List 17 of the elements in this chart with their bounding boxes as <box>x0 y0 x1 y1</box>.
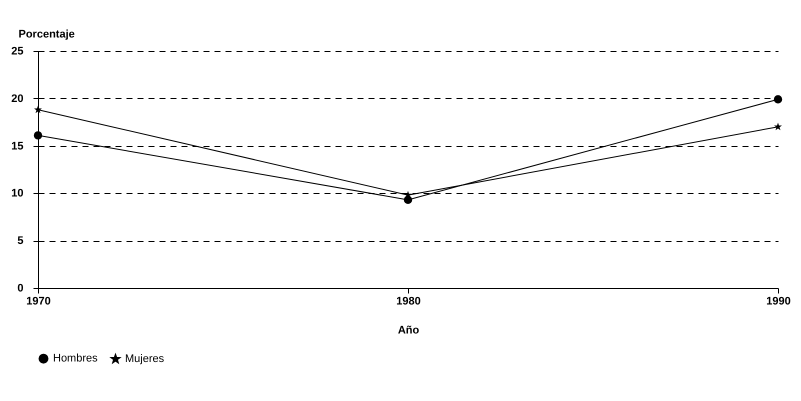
point <box>774 95 782 104</box>
x-axis-title: Año <box>398 324 420 336</box>
y-axis-title: Porcentaje <box>18 28 75 40</box>
y-tick-label: 10 <box>11 188 24 200</box>
point <box>774 122 782 130</box>
legend-label: Mujeres <box>125 353 165 366</box>
legend-label: Hombres <box>53 352 98 365</box>
y-tick-label: 15 <box>11 140 24 152</box>
y-tick-label: 5 <box>17 235 24 248</box>
y-tick-label: 25 <box>11 46 24 58</box>
y-tick-label: 0 <box>17 282 24 294</box>
y-tick-label: 20 <box>11 92 24 105</box>
point <box>34 131 42 140</box>
point <box>34 106 42 114</box>
x-tick-label: 1970 <box>26 296 51 308</box>
x-tick-label: 1980 <box>396 296 421 308</box>
x-tick-label: 1990 <box>766 296 791 308</box>
